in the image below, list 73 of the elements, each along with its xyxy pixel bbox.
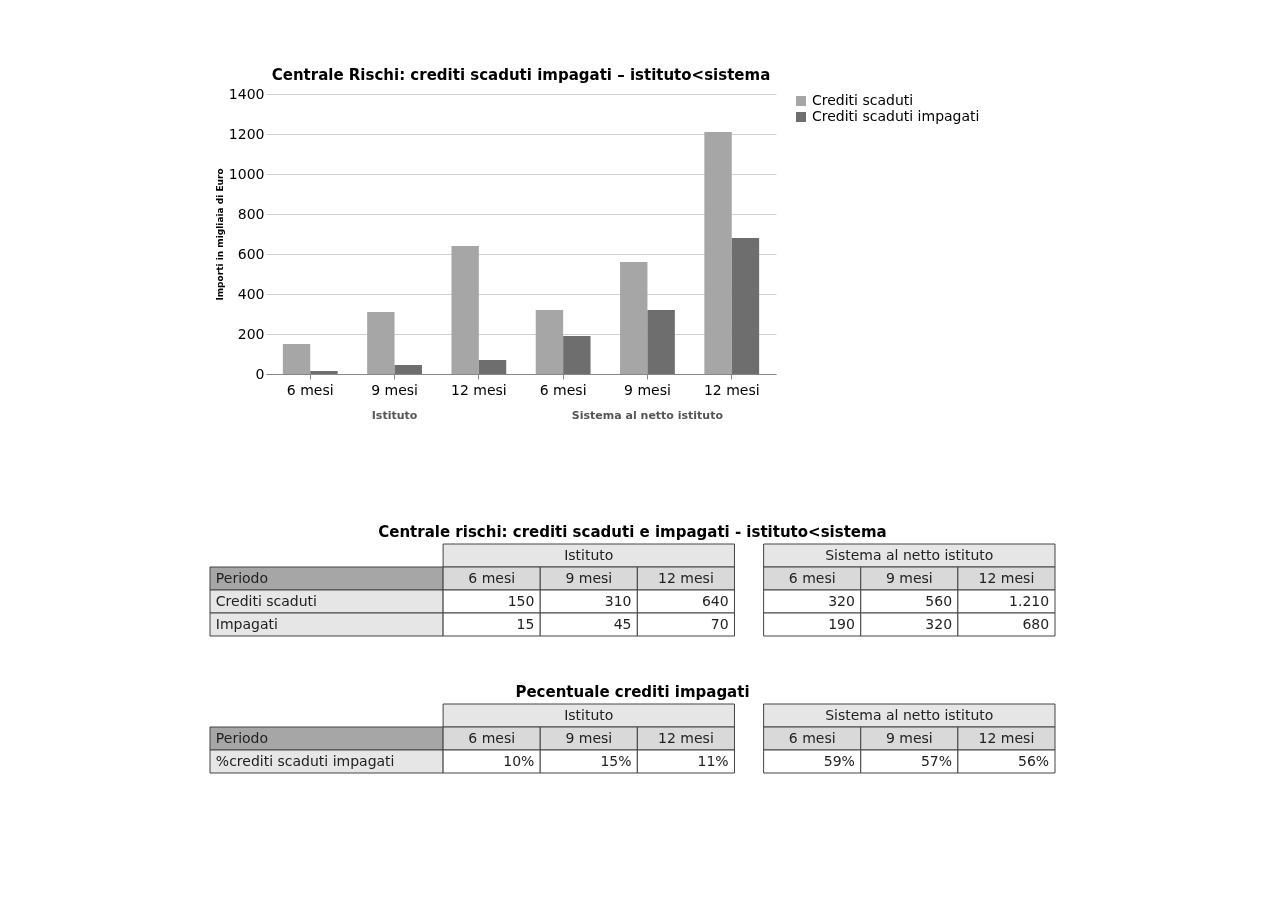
category-label: 6 mesi [788,569,836,586]
category-label: 9 mesi [885,569,933,586]
y-tick-label: 1400 [228,85,265,102]
y-tick-label: 400 [237,285,265,302]
legend-label: Crediti scaduti [812,92,914,108]
category-label: 6 mesi [468,729,516,746]
text: Istituto [564,546,614,563]
data-label: 15 [516,615,535,632]
category-label: 6 mesi [788,729,836,746]
data-label: 320 [828,592,855,609]
category-label: 6 mesi [468,569,516,586]
bar [451,246,479,374]
text: Istituto [564,706,614,723]
text: Crediti scaduti [215,592,317,609]
bar [394,365,422,374]
x-tick-label: 9 mesi [624,381,671,398]
data-label: 59% [823,752,855,769]
category-label: 12 mesi [978,569,1035,586]
data-label: 56% [1018,752,1050,769]
bar [478,360,507,374]
chart-title: Centrale Rischi: crediti scaduti impagati – istituto<sistema [271,66,771,84]
x-tick-label: 12 mesi [703,381,760,398]
data-label: 10% [503,752,535,769]
bar [367,312,395,374]
y-tick-label: 600 [237,245,265,262]
x-tick-label: 9 mesi [371,381,418,398]
bar [535,310,564,374]
data-label: 320 [925,615,953,632]
category-label: 9 mesi [565,569,613,586]
text: Sistema al netto istituto [825,546,994,563]
data-label: 310 [604,592,632,609]
text: Sistema al netto istituto [825,706,994,723]
bar [647,310,675,374]
text: Periodo [215,569,269,586]
data-label: 15% [600,752,632,769]
data-label: 70 [710,615,729,632]
data-label: 45 [613,615,632,632]
data-label: 1.210 [1009,592,1050,609]
category-label: 12 mesi [658,569,714,586]
data-label: 560 [925,592,953,609]
y-axis-title: Importi in migliaia di Euro [214,168,225,301]
data-label: 640 [701,592,729,609]
data-label: 57% [920,752,953,769]
y-tick-label: 0 [255,365,265,382]
bar [310,371,338,374]
category-label: 12 mesi [978,729,1035,746]
bar [563,336,591,374]
y-tick-label: 200 [237,325,265,342]
data-label: 680 [1022,615,1050,632]
text: Istituto [371,409,418,422]
x-tick-label: 6 mesi [286,381,334,398]
text: Pecentuale crediti impagati [515,682,750,701]
bar [704,132,732,374]
category-label: 9 mesi [565,729,613,746]
bar [620,262,648,374]
data-label: 150 [507,592,535,609]
x-tick-label: 12 mesi [451,381,507,398]
text: Periodo [215,729,269,746]
data-label: 11% [697,752,729,769]
category-label: 9 mesi [885,729,933,746]
y-tick-label: 1200 [228,125,265,142]
legend-label: Crediti scaduti impagati [812,108,980,124]
text: Impagati [215,615,278,632]
text: Centrale rischi: crediti scaduti e impagati - istituto<sistema [378,522,887,541]
data-label: 190 [828,615,855,632]
bar [282,344,311,374]
x-tick-label: 6 mesi [539,381,587,398]
text: %crediti scaduti impagati [215,752,395,769]
y-tick-label: 1000 [228,165,265,182]
y-tick-label: 800 [237,205,265,222]
bar [731,238,760,374]
category-label: 12 mesi [658,729,714,746]
text: Sistema al netto istituto [571,409,724,422]
